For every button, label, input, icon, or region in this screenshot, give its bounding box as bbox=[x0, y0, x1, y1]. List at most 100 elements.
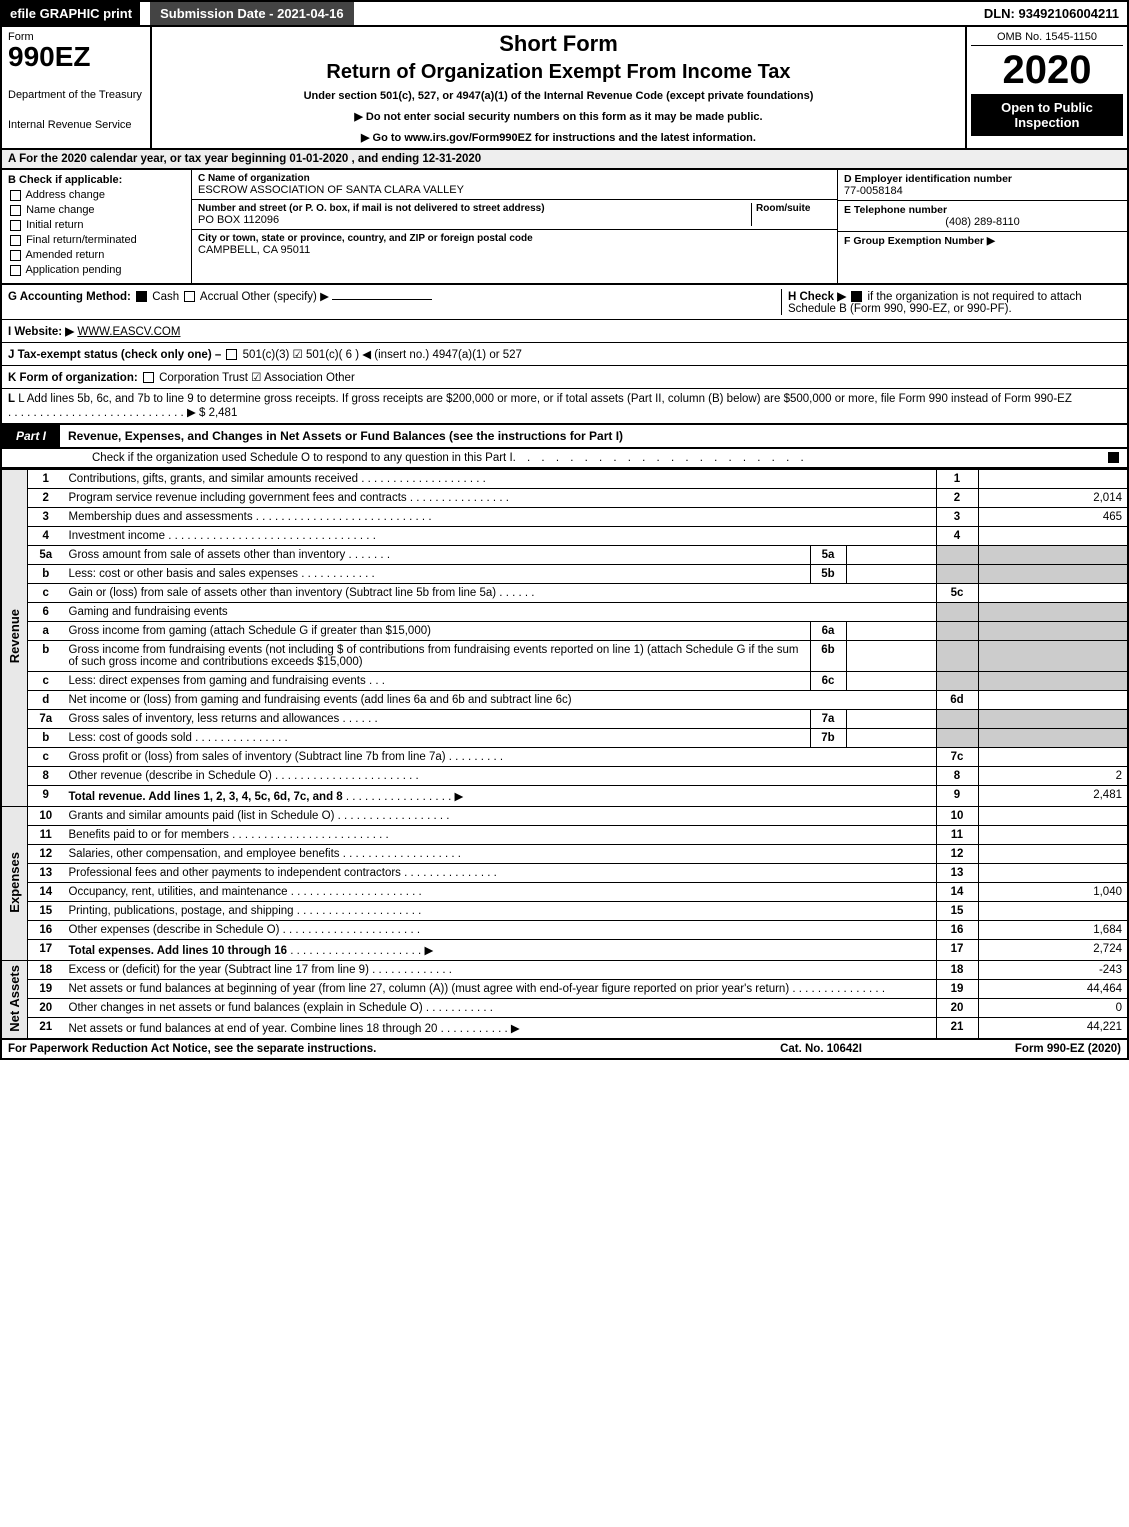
line-i: I Website: ▶ WWW.EASCV.COM bbox=[2, 320, 1127, 343]
room-label: Room/suite bbox=[756, 203, 831, 214]
chk-accrual[interactable] bbox=[184, 291, 195, 302]
shaded-6-val bbox=[978, 603, 1128, 622]
line-6-desc: Gaming and fundraising events bbox=[64, 603, 937, 622]
chk-501c3[interactable] bbox=[226, 349, 237, 360]
city-label: City or town, state or province, country… bbox=[198, 233, 831, 244]
netassets-label: Net Assets bbox=[1, 961, 28, 1040]
line-13-num: 13 bbox=[936, 864, 978, 883]
line-6d-val bbox=[978, 691, 1128, 710]
line-12-desc: Salaries, other compensation, and employ… bbox=[69, 848, 340, 860]
return-title: Return of Organization Exempt From Incom… bbox=[160, 61, 957, 84]
line-5a-desc: Gross amount from sale of assets other t… bbox=[69, 549, 346, 561]
line-7b-desc: Less: cost of goods sold bbox=[69, 732, 192, 744]
efile-print-label[interactable]: efile GRAPHIC print bbox=[2, 2, 140, 25]
omb-number: OMB No. 1545-1150 bbox=[971, 31, 1123, 46]
header-right: OMB No. 1545-1150 2020 Open to Public In… bbox=[967, 27, 1127, 148]
line-j: J Tax-exempt status (check only one) – 5… bbox=[2, 343, 1127, 366]
i-label: I Website: ▶ bbox=[8, 326, 74, 338]
section-c: C Name of organization ESCROW ASSOCIATIO… bbox=[192, 170, 837, 283]
line-20-desc: Other changes in net assets or fund bala… bbox=[69, 1002, 423, 1014]
line-6a-sub: 6a bbox=[810, 622, 846, 641]
revenue-label: Revenue bbox=[1, 470, 28, 807]
chk-cash[interactable] bbox=[136, 291, 147, 302]
chk-address-change[interactable]: Address change bbox=[8, 189, 185, 201]
irs-label: Internal Revenue Service bbox=[8, 119, 144, 131]
line-5c-no: c bbox=[28, 584, 64, 603]
e-phone-label: E Telephone number bbox=[844, 204, 1121, 216]
line-5c-val bbox=[978, 584, 1128, 603]
arrow-icon: ▶ bbox=[424, 943, 433, 957]
shaded-6a-val bbox=[978, 622, 1128, 641]
line-7c-desc: Gross profit or (loss) from sales of inv… bbox=[69, 751, 446, 763]
line-18-desc: Excess or (deficit) for the year (Subtra… bbox=[69, 964, 369, 976]
line-4-num: 4 bbox=[936, 527, 978, 546]
line-3-val: 465 bbox=[978, 508, 1128, 527]
line-11-no: 11 bbox=[28, 826, 64, 845]
chk-application-pending[interactable]: Application pending bbox=[8, 264, 185, 276]
chk-amended-return[interactable]: Amended return bbox=[8, 249, 185, 261]
line-7c-no: c bbox=[28, 748, 64, 767]
line-6a-subval bbox=[846, 622, 936, 641]
line-20-val: 0 bbox=[978, 999, 1128, 1018]
shaded-5a bbox=[936, 546, 978, 565]
goto-link[interactable]: ▶ Go to www.irs.gov/Form990EZ for instru… bbox=[160, 131, 957, 144]
line-10-desc: Grants and similar amounts paid (list in… bbox=[69, 810, 335, 822]
chk-final-return[interactable]: Final return/terminated bbox=[8, 234, 185, 246]
line-6a-desc: Gross income from gaming (attach Schedul… bbox=[69, 625, 431, 637]
line-2-desc: Program service revenue including govern… bbox=[69, 492, 407, 504]
line-1-val bbox=[978, 470, 1128, 489]
line-l: L L Add lines 5b, 6c, and 7b to line 9 t… bbox=[2, 389, 1127, 423]
k-label: K Form of organization: bbox=[8, 372, 138, 384]
line-18-num: 18 bbox=[936, 961, 978, 980]
line-18-no: 18 bbox=[28, 961, 64, 980]
footer: For Paperwork Reduction Act Notice, see … bbox=[0, 1040, 1129, 1060]
tax-year-row: A For the 2020 calendar year, or tax yea… bbox=[0, 150, 1129, 170]
line-20-no: 20 bbox=[28, 999, 64, 1018]
line-7c-num: 7c bbox=[936, 748, 978, 767]
shaded-6 bbox=[936, 603, 978, 622]
chk-initial-return[interactable]: Initial return bbox=[8, 219, 185, 231]
chk-corp[interactable] bbox=[143, 372, 154, 383]
line-17-no: 17 bbox=[28, 940, 64, 961]
shaded-6c-val bbox=[978, 672, 1128, 691]
line-12-val bbox=[978, 845, 1128, 864]
line-9-val: 2,481 bbox=[978, 786, 1128, 807]
f-group-label: F Group Exemption Number ▶ bbox=[844, 235, 1121, 247]
line-6c-no: c bbox=[28, 672, 64, 691]
line-7b-no: b bbox=[28, 729, 64, 748]
shaded-6c bbox=[936, 672, 978, 691]
chk-schedule-o[interactable] bbox=[1108, 452, 1119, 463]
form-number: 990EZ bbox=[8, 43, 144, 71]
line-14-num: 14 bbox=[936, 883, 978, 902]
chk-name-change[interactable]: Name change bbox=[8, 204, 185, 216]
website-link[interactable]: WWW.EASCV.COM bbox=[77, 326, 180, 338]
line-6b-sub: 6b bbox=[810, 641, 846, 672]
line-19-val: 44,464 bbox=[978, 980, 1128, 999]
shaded-5b bbox=[936, 565, 978, 584]
arrow-icon: ▶ bbox=[511, 1021, 520, 1035]
line-16-no: 16 bbox=[28, 921, 64, 940]
short-form-title: Short Form bbox=[160, 31, 957, 57]
line-8-desc: Other revenue (describe in Schedule O) bbox=[69, 770, 272, 782]
entity-section: B Check if applicable: Address change Na… bbox=[0, 170, 1129, 285]
line-7a-no: 7a bbox=[28, 710, 64, 729]
form-header: Form 990EZ Department of the Treasury In… bbox=[0, 27, 1129, 150]
tax-year: 2020 bbox=[971, 50, 1123, 90]
section-b: B Check if applicable: Address change Na… bbox=[2, 170, 192, 283]
line-2-num: 2 bbox=[936, 489, 978, 508]
line-15-desc: Printing, publications, postage, and shi… bbox=[69, 905, 294, 917]
j-options: 501(c)(3) ☑ 501(c)( 6 ) ◀ (insert no.) 4… bbox=[243, 349, 522, 361]
street-value: PO BOX 112096 bbox=[198, 214, 751, 226]
other-specify-line[interactable] bbox=[332, 299, 432, 300]
l-text: L Add lines 5b, 6c, and 7b to line 9 to … bbox=[18, 393, 1072, 405]
chk-h[interactable] bbox=[851, 291, 862, 302]
line-21-desc: Net assets or fund balances at end of ye… bbox=[69, 1023, 438, 1035]
shaded-7b-val bbox=[978, 729, 1128, 748]
line-8-num: 8 bbox=[936, 767, 978, 786]
line-1-no: 1 bbox=[28, 470, 64, 489]
line-5a-subval bbox=[846, 546, 936, 565]
shaded-7a bbox=[936, 710, 978, 729]
footer-form: Form 990-EZ (2020) bbox=[921, 1043, 1121, 1055]
check-o-text: Check if the organization used Schedule … bbox=[92, 452, 513, 464]
line-7a-subval bbox=[846, 710, 936, 729]
